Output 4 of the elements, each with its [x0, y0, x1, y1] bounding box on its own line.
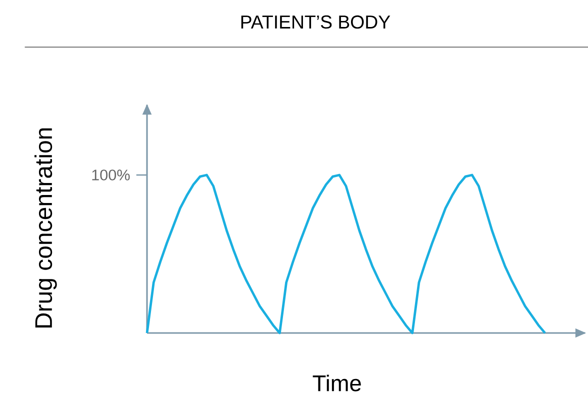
chart-title: PATIENT’S BODY — [241, 15, 390, 29]
y-axis-title: Drug concentration — [34, 128, 57, 328]
x-axis-title: Time — [312, 374, 361, 392]
text: 100% — [92, 170, 130, 180]
